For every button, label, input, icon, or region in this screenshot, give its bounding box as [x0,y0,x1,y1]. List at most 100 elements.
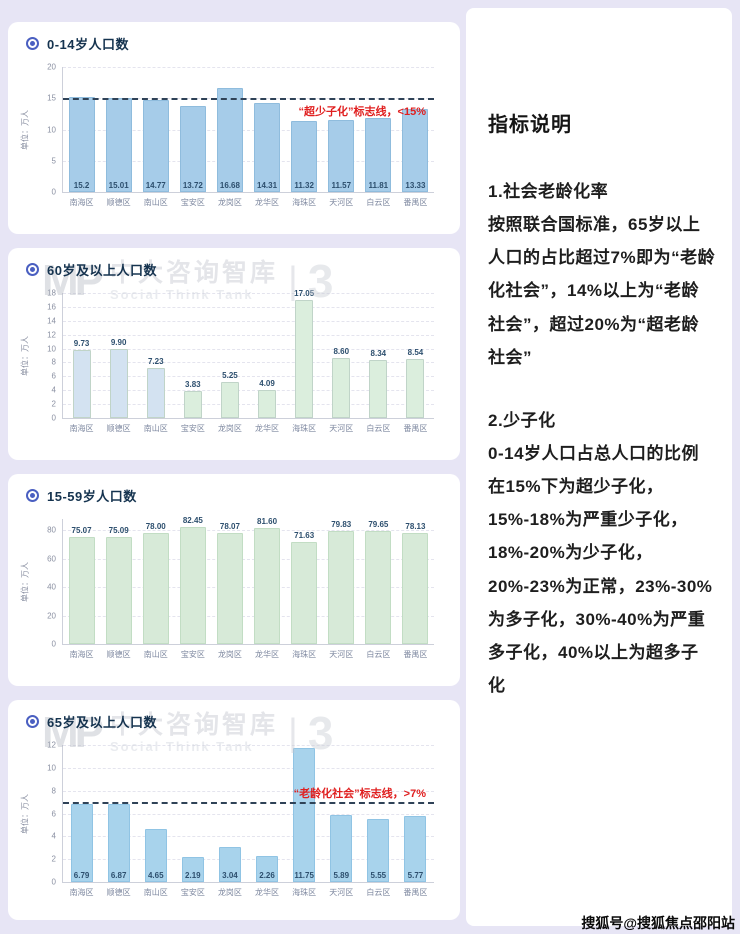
y-tick-label: 4 [51,385,56,395]
bar-白云区 [369,360,388,418]
chart-card-age-65-plus: MP 中大咨询智库 Social Think Tank | 3 65岁及以上人口… [8,700,460,920]
chart-card-age-60-plus: MP 中大咨询智库 Social Think Tank | 3 60岁及以上人口… [8,248,460,460]
y-tick-label: 20 [47,611,56,621]
bar-value-label: 13.72 [182,181,203,190]
bar-番禺区 [406,358,425,418]
y-tick-label: 5 [51,156,56,166]
y-tick-label: 2 [51,854,56,864]
chart-plot-area: 单位：万人 0 2 4 6 8 10 12 14 16 18 9.73 南海区 9.90 顺德区 7.23 南… [21,289,434,433]
bar-value-label: 11.32 [294,181,314,190]
x-axis-label: 海珠区 [292,424,317,433]
bar-value-label: 75.09 [108,526,129,536]
bar-白云区 [365,530,392,644]
bar-value-label: 5.77 [407,871,424,880]
x-axis-label: 白云区 [366,198,391,207]
x-axis-label: 宝安区 [180,424,205,433]
bar-天河区 [330,814,353,882]
bar-海珠区 [295,299,314,418]
x-axis-label: 天河区 [329,424,354,433]
bar-宝安区 [181,857,204,882]
x-axis-label: 南海区 [69,424,94,433]
gridline [63,160,434,162]
bar-南海区 [72,350,91,418]
bar-南山区 [142,99,169,192]
bar-value-label: 2.19 [185,871,201,880]
bar-宝安区 [179,106,206,192]
threshold-annotation: “超少子化”标志线，<15% [298,106,426,119]
bar-白云区 [367,818,390,882]
x-axis-label: 白云区 [366,888,391,897]
panel-paragraph-aging: 1.社会老龄化率 按照联合国标准，65岁以上人口的占比超过7%即为“老龄化社会”… [488,182,716,367]
bar-value-label: 6.87 [110,871,127,880]
y-axis-unit-label: 单位：万人 [20,561,30,602]
gridline [63,790,434,792]
bar-龙华区 [254,528,281,644]
target-icon [26,263,39,276]
bar-顺德区 [107,803,130,882]
bar-龙华区 [258,389,277,418]
bar-番禺区 [404,816,427,882]
bar-天河区 [332,358,351,418]
y-tick-label: 10 [47,763,56,773]
bar-value-label: 3.83 [185,380,201,390]
y-tick-label: 20 [47,62,56,72]
bar-龙华区 [254,102,281,192]
target-icon [26,489,39,502]
x-axis-label: 龙岗区 [217,888,242,897]
y-tick-label: 12 [47,740,56,750]
bar-龙岗区 [218,847,241,882]
panel-title: 指标说明 [488,114,572,136]
bar-番禺区 [402,533,429,644]
bar-value-label: 7.23 [147,356,164,366]
bar-value-label: 5.55 [370,871,387,880]
bar-value-label: 13.33 [405,181,426,190]
gridline [63,404,434,406]
gridline [63,306,434,308]
x-axis-label: 宝安区 [180,888,205,897]
bar-顺德区 [105,537,132,644]
bar-南山区 [146,367,165,418]
y-axis-unit-label: 单位：万人 [20,793,30,834]
chart-title: 15-59岁人口数 [47,489,137,504]
y-tick-label: 60 [47,554,56,564]
gridline [63,859,434,861]
y-tick-label: 16 [47,302,56,312]
bar-龙华区 [256,856,279,882]
bar-value-label: 2.26 [259,871,275,880]
gridline [63,293,434,294]
target-icon [26,715,39,728]
bar-value-label: 8.34 [370,349,387,359]
gridline [63,376,434,378]
gridline [63,390,434,392]
y-tick-label: 12 [47,330,56,340]
bar-value-label: 4.65 [147,871,164,880]
y-tick-label: 8 [51,786,56,796]
x-axis-label: 白云区 [366,424,391,433]
x-axis-label: 龙华区 [255,888,280,897]
bar-value-label: 78.00 [145,522,166,532]
panel-paragraph-fertility: 2.少子化 0-14岁人口占总人口的比例在15%下为超少子化，15%-18%为严… [488,410,713,695]
bar-value-label: 9.90 [110,338,127,348]
chart-plot-area: 单位：万人 0 20 40 60 80 75.07 南海区 75.09 顺德区 78.00 南山区 8… [21,515,434,659]
x-axis-label: 宝安区 [180,650,205,659]
y-tick-label: 80 [47,525,56,535]
y-axis-unit-label: 单位：万人 [20,335,30,376]
x-axis-label: 顺德区 [106,888,131,897]
bar-value-label: 6.79 [73,871,90,880]
bar-value-label: 82.45 [182,515,203,525]
x-axis-label: 顺德区 [106,198,131,207]
bar-南海区 [68,537,95,644]
bar-value-label: 81.60 [257,517,278,527]
gridline [63,334,434,336]
chart-header: 65岁及以上人口数 [26,712,448,731]
chart-header: 15-59岁人口数 [26,486,448,505]
x-axis-label: 南山区 [143,198,168,207]
y-tick-label: 2 [51,399,56,409]
y-tick-label: 4 [51,831,56,841]
gridline [63,836,434,838]
y-tick-label: 10 [47,344,56,354]
bar-value-label: 4.09 [259,378,275,388]
bar-海珠区 [291,542,318,644]
x-axis-label: 天河区 [329,198,354,207]
